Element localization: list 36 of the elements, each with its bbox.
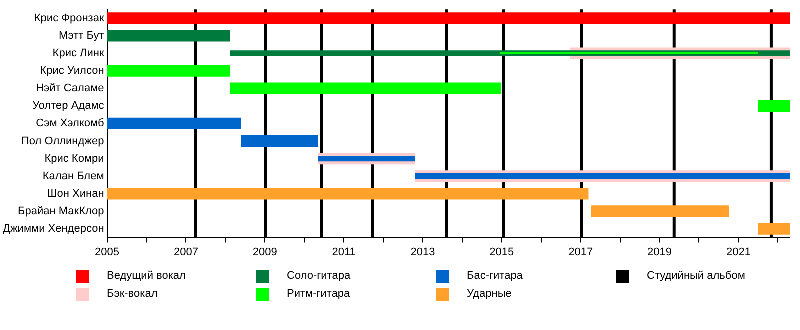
legend-label: Соло-гитара [287, 270, 351, 282]
y-tick-label: Сэм Хэлкомб [36, 118, 104, 130]
y-tick-label: Крис Уилсон [40, 65, 104, 78]
y-tick-label: Нэйт Саламе [36, 82, 104, 95]
bar [107, 188, 589, 200]
legend-label: Студийный альбом [647, 270, 746, 282]
x-tick-label: 2005 [95, 246, 120, 258]
legend-label: Ударные [467, 288, 512, 300]
x-tick-label: 2019 [648, 246, 672, 258]
y-tick-label: Крис Линк [52, 48, 104, 60]
bar [230, 82, 502, 94]
y-tick-label: Калан Блем [42, 170, 104, 182]
x-tick-label: 2009 [252, 246, 278, 258]
x-tick-label: 2015 [490, 246, 514, 258]
y-tick-label: Брайан МакКлор [18, 206, 104, 218]
bar [107, 12, 790, 24]
legend-label: Бэк-вокал [107, 288, 158, 300]
y-tick-label: Крис Комри [44, 152, 104, 165]
y-tick-label: Мэтт Бут [58, 30, 104, 42]
x-tick-label: 2007 [174, 246, 198, 258]
x-tick-label: 2013 [410, 246, 436, 258]
legend-label: Бас-гитара [467, 270, 523, 282]
legend-label: Ритм-гитара [287, 288, 350, 300]
y-tick-label: Джимми Хендерсон [2, 223, 104, 236]
x-tick-label: 2021 [726, 246, 751, 258]
bar [591, 206, 730, 218]
bar [758, 100, 790, 112]
y-tick-label: Крис Фронзак [34, 12, 104, 24]
x-tick-label: 2017 [568, 246, 594, 258]
legend-label: Ведущий вокал [107, 270, 186, 282]
y-tick-label: Шон Хинан [47, 188, 104, 200]
y-tick-label: Пол Оллинджер [22, 135, 104, 148]
y-tick-label: Уолтер Адамс [32, 100, 105, 112]
bar [107, 65, 230, 77]
x-tick-label: 2011 [332, 246, 356, 258]
bar [758, 223, 790, 235]
